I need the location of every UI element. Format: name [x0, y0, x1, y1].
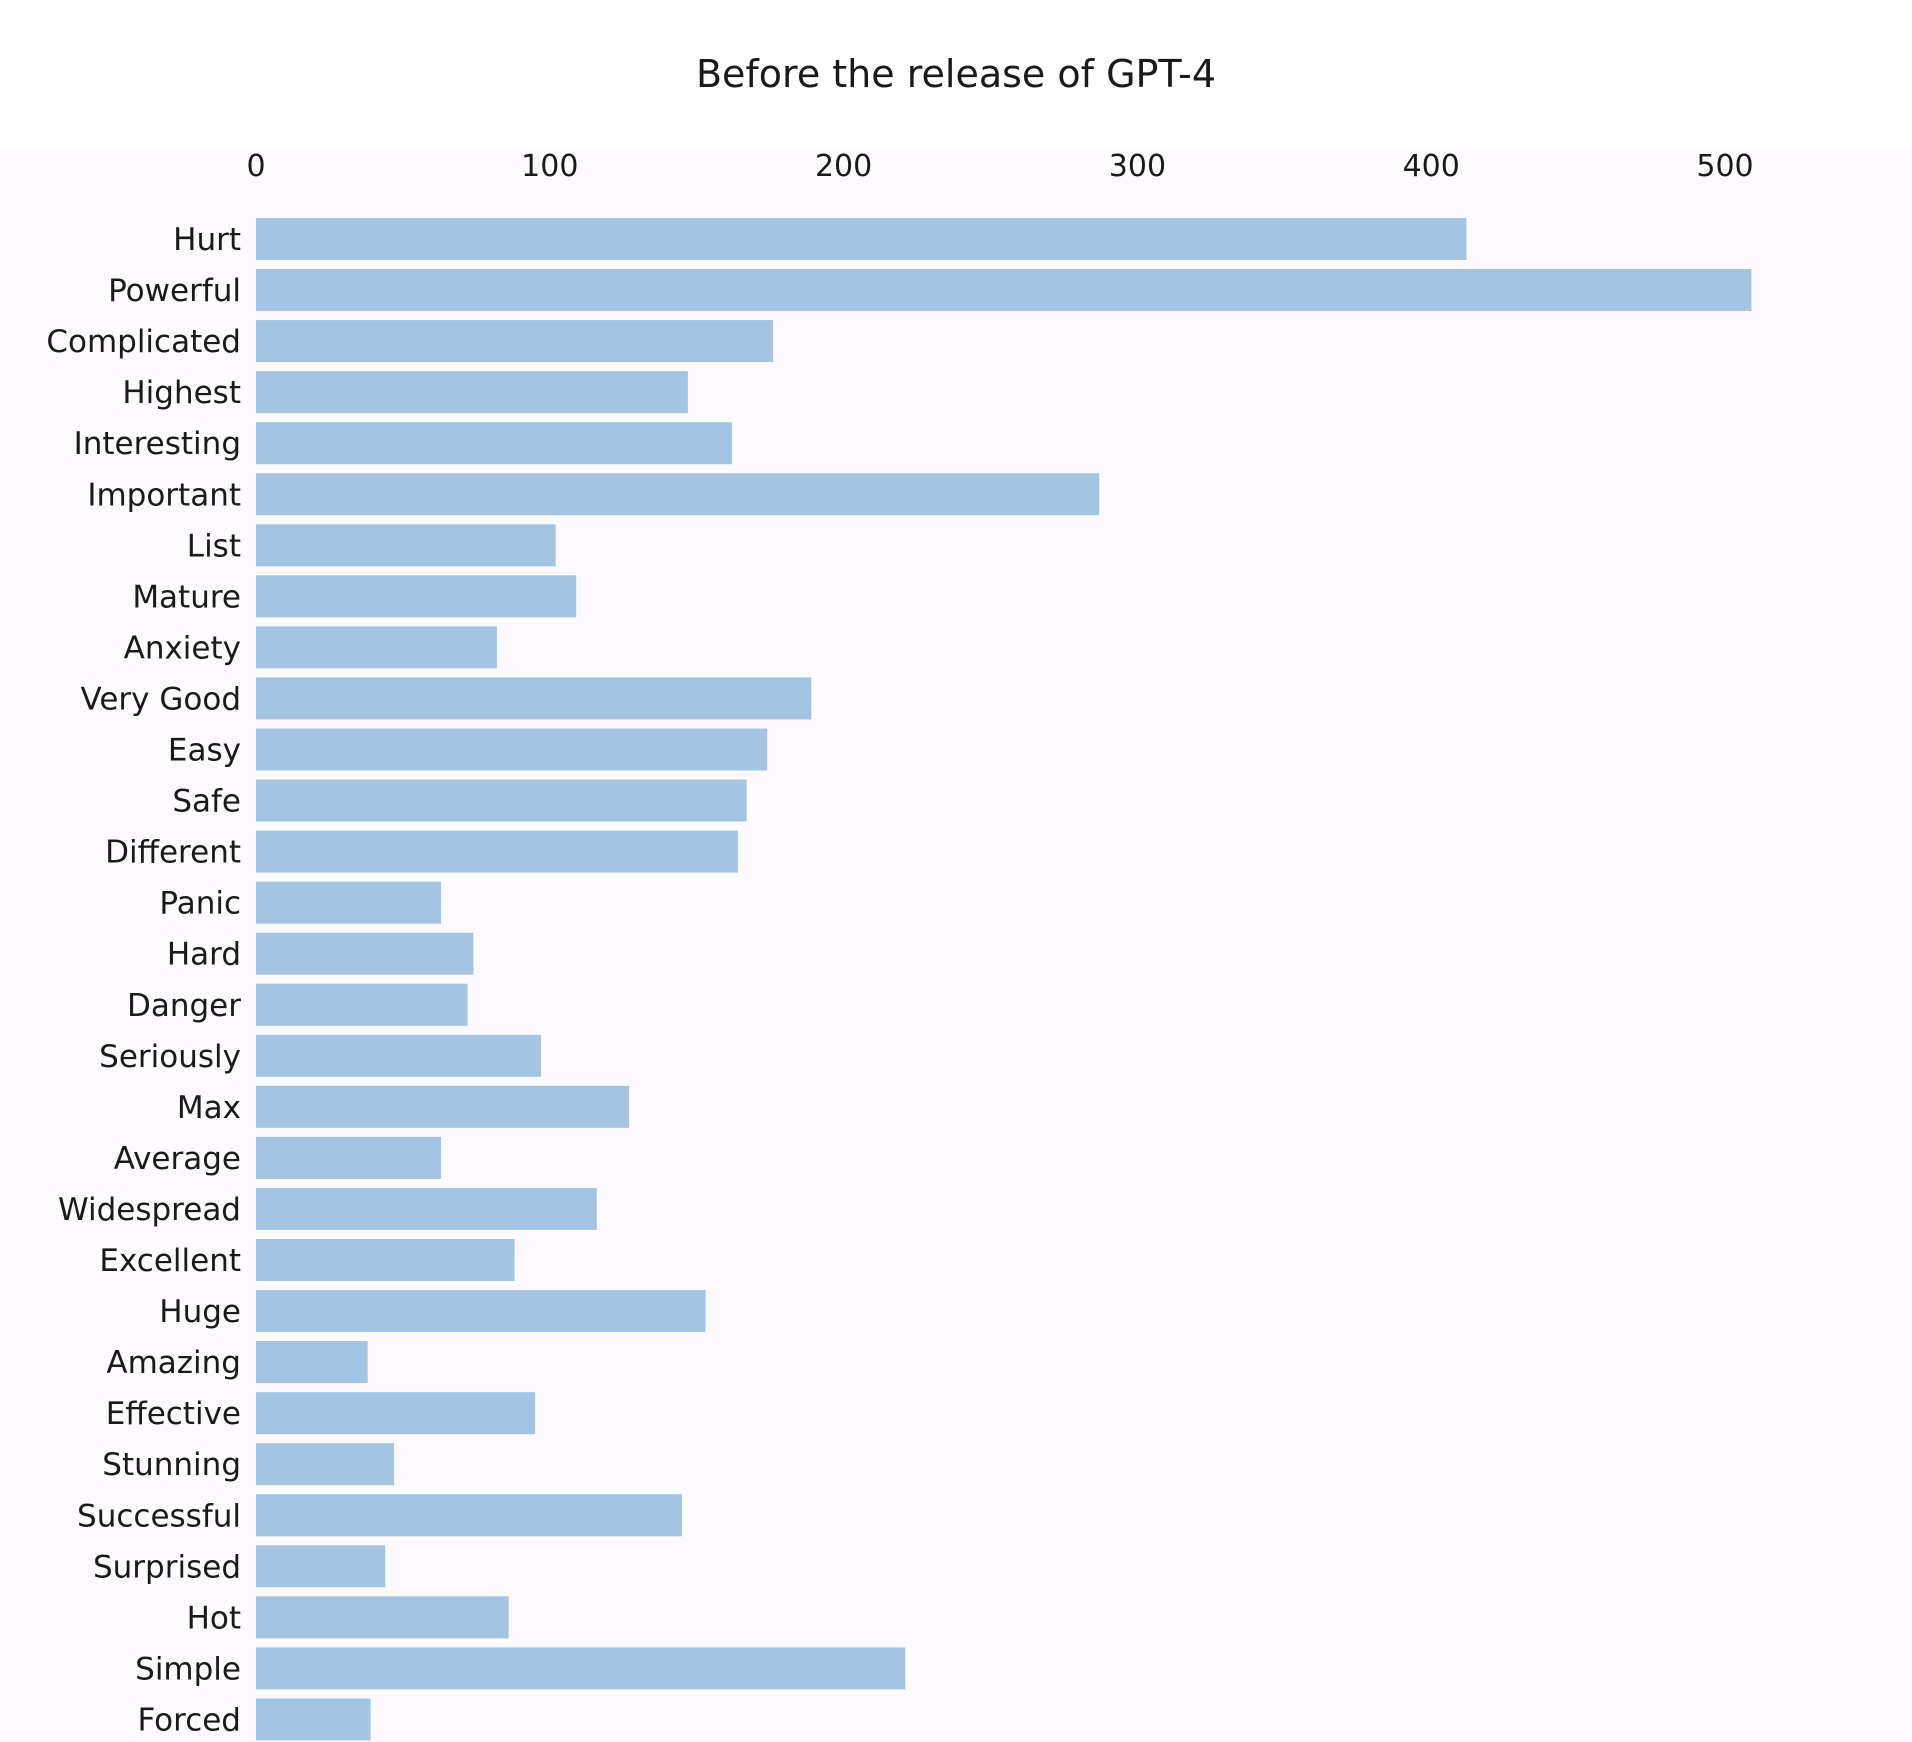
bar [256, 1443, 395, 1486]
bar [256, 932, 474, 975]
x-tick-label: 100 [521, 149, 578, 184]
x-tick-label: 0 [246, 149, 265, 184]
category-label: Simple [135, 1651, 241, 1687]
category-label: Widespread [58, 1192, 241, 1228]
bar [256, 1085, 630, 1128]
category-label: Different [105, 835, 241, 871]
bar [256, 218, 1467, 260]
category-label: Hot [187, 1600, 241, 1636]
bar [256, 1034, 541, 1077]
category-label: Danger [127, 988, 241, 1024]
category-label: Easy [168, 733, 241, 769]
bar [256, 1647, 906, 1690]
x-tick-label: 400 [1403, 149, 1460, 184]
bar [256, 575, 577, 618]
category-label: Interesting [74, 426, 241, 462]
bar [256, 677, 812, 720]
bar [256, 881, 442, 924]
category-label: Panic [159, 886, 241, 922]
category-label: Amazing [106, 1345, 241, 1381]
category-label: Hurt [173, 222, 241, 258]
category-label: Stunning [102, 1447, 241, 1483]
bar [256, 1290, 706, 1333]
bar [256, 524, 556, 567]
bar [256, 1136, 442, 1179]
category-label: Effective [106, 1396, 241, 1432]
bar [256, 830, 738, 873]
bar [256, 371, 688, 414]
bar [256, 269, 1752, 312]
category-label: List [187, 528, 241, 564]
bar [256, 1494, 683, 1537]
category-label: Very Good [81, 681, 241, 717]
bar [256, 1596, 509, 1639]
bar [256, 1545, 386, 1588]
category-label: Highest [122, 375, 241, 411]
x-tick-label: 200 [815, 149, 872, 184]
category-labels: Hurt Powerful Complicated Highest Interestin… [46, 222, 241, 1738]
category-label: Max [177, 1090, 241, 1126]
category-label: Complicated [46, 324, 241, 360]
bar [256, 1187, 597, 1230]
bar [256, 1239, 515, 1281]
bar [256, 983, 468, 1026]
bar [256, 626, 497, 669]
bar [256, 320, 774, 363]
x-tick-label: 300 [1109, 149, 1166, 184]
category-label: Seriously [99, 1039, 241, 1075]
category-label: Average [114, 1141, 241, 1177]
bar [256, 1698, 371, 1741]
category-label: Huge [159, 1294, 241, 1330]
bar [256, 473, 1100, 516]
category-label: Hard [167, 937, 241, 973]
category-label: Successful [77, 1498, 241, 1534]
category-label: Mature [132, 579, 241, 615]
bar [256, 728, 768, 771]
category-label: Excellent [99, 1243, 241, 1279]
bar [256, 1341, 368, 1384]
category-label: Important [87, 477, 241, 513]
category-label: Surprised [93, 1549, 241, 1585]
bar [256, 779, 747, 822]
chart-title: Before the release of GPT-4 [696, 52, 1216, 96]
bars [256, 218, 1752, 1741]
bar [256, 1392, 536, 1435]
category-label: Powerful [108, 273, 241, 309]
x-axis-ticks: 0 100 200 300 400 500 [246, 149, 1753, 184]
category-label: Forced [137, 1702, 241, 1738]
bar [256, 422, 732, 465]
category-label: Safe [172, 784, 241, 820]
category-label: Anxiety [124, 630, 241, 666]
x-tick-label: 500 [1696, 149, 1753, 184]
